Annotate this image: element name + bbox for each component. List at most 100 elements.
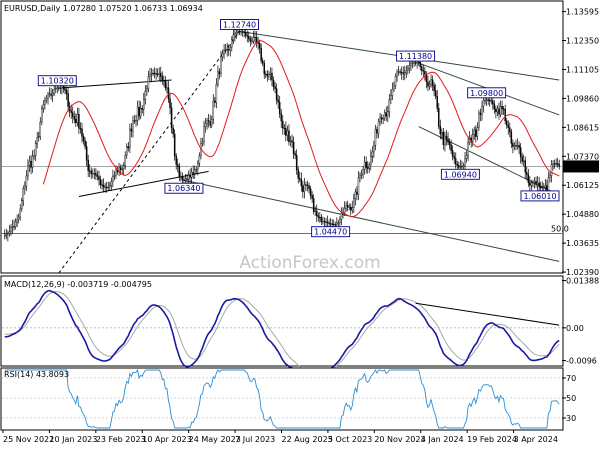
candle-body <box>323 221 326 223</box>
candle-body <box>353 198 355 208</box>
candle-body <box>92 173 94 175</box>
candle-body <box>505 120 508 126</box>
moving-average <box>42 40 560 218</box>
time-tick-label: 5 Oct 2023 <box>328 435 372 444</box>
candle-body <box>130 128 133 132</box>
level-label: 1.04470 <box>311 226 351 238</box>
level-label: 1.06340 <box>164 182 204 194</box>
level-label-box <box>396 50 436 62</box>
candle-body <box>465 155 468 159</box>
candle-body <box>292 141 295 154</box>
price-tick-label: 1.12350 <box>566 37 599 46</box>
candle-body <box>377 121 380 134</box>
price-tick-label: 1.11105 <box>566 65 599 74</box>
candle-body <box>81 128 83 137</box>
candle-body <box>479 112 482 115</box>
candle-body <box>243 31 245 33</box>
candle-body <box>254 36 256 39</box>
level-label-box <box>37 75 77 87</box>
candle-body <box>488 99 491 102</box>
price-tick-label: 1.09860 <box>566 94 599 103</box>
candle-body <box>416 62 418 64</box>
level-label: 1.09800 <box>467 87 507 99</box>
candle-body <box>186 178 188 180</box>
candle-body <box>22 188 25 201</box>
candle-body <box>516 145 519 147</box>
time-tick-label: 4 Jan 2024 <box>421 435 464 444</box>
candle-body <box>550 164 553 176</box>
candle-body <box>495 109 497 113</box>
candle-body <box>84 140 86 147</box>
candle-body <box>485 99 488 101</box>
candle-body <box>400 72 403 74</box>
candle-body <box>65 90 68 94</box>
level-label: 1.06010 <box>520 190 560 202</box>
level-label: 1.12740 <box>220 19 259 30</box>
candle-body <box>107 186 109 189</box>
candle-body <box>305 184 307 186</box>
level-label-text: 1.10320 <box>41 77 74 86</box>
candle-body <box>455 158 457 165</box>
candle-body <box>67 93 69 107</box>
candle-body <box>473 129 476 135</box>
candle-body <box>320 217 323 222</box>
candle-body <box>248 35 250 40</box>
candle-body <box>447 138 449 143</box>
level-label: 1.11380 <box>396 50 436 62</box>
candle-body <box>529 182 531 186</box>
candle-body <box>206 120 208 124</box>
candle-body <box>122 165 125 170</box>
candle-body <box>533 181 536 183</box>
candle-body <box>51 93 54 96</box>
trendline <box>183 179 560 262</box>
candle-body <box>274 86 276 89</box>
macd-grid: 0.013881 0.00 -0.0096 <box>2 276 600 366</box>
candle-body <box>13 226 15 228</box>
candle-body <box>129 128 131 149</box>
candle-body <box>56 87 59 89</box>
candle-body <box>246 35 248 37</box>
candle-body <box>383 112 386 119</box>
candle-body <box>153 72 156 75</box>
candle-body <box>433 85 435 92</box>
candle-body <box>215 84 218 103</box>
candle-body <box>160 72 162 77</box>
price-pane-frame <box>0 0 564 274</box>
candle-body <box>343 207 346 214</box>
candle-body <box>127 146 130 149</box>
candle-body <box>519 147 522 157</box>
candle-body <box>360 174 363 176</box>
candle-body <box>54 88 57 90</box>
candle-body <box>438 108 440 127</box>
candle-body <box>25 175 28 187</box>
candle-body <box>325 221 327 223</box>
candle-body <box>58 87 60 89</box>
candle-body <box>135 119 137 122</box>
candle-body <box>445 135 448 139</box>
candle-body <box>38 136 40 138</box>
candle-body <box>189 175 191 178</box>
candle-body <box>334 224 337 226</box>
candle-body <box>312 198 315 212</box>
candle-body <box>444 135 446 145</box>
candle-body <box>87 160 89 171</box>
candle-body <box>538 182 540 188</box>
candle-body <box>204 123 207 127</box>
candle-body <box>502 108 505 110</box>
level-label-text: 1.06340 <box>167 184 200 193</box>
candle-body <box>75 119 77 124</box>
candle-body <box>19 208 21 218</box>
candle-body <box>308 185 310 190</box>
candle-body <box>513 145 516 147</box>
candle-body <box>555 163 557 165</box>
candle-body <box>419 62 421 68</box>
candle-body <box>269 72 272 75</box>
candle-body <box>101 184 103 186</box>
candle-body <box>328 222 330 224</box>
candle-body <box>44 100 46 105</box>
candle-body <box>291 140 293 143</box>
candle-body <box>295 155 298 170</box>
candle-body <box>388 99 391 113</box>
candle-body <box>458 165 460 168</box>
candle-body <box>214 100 216 103</box>
